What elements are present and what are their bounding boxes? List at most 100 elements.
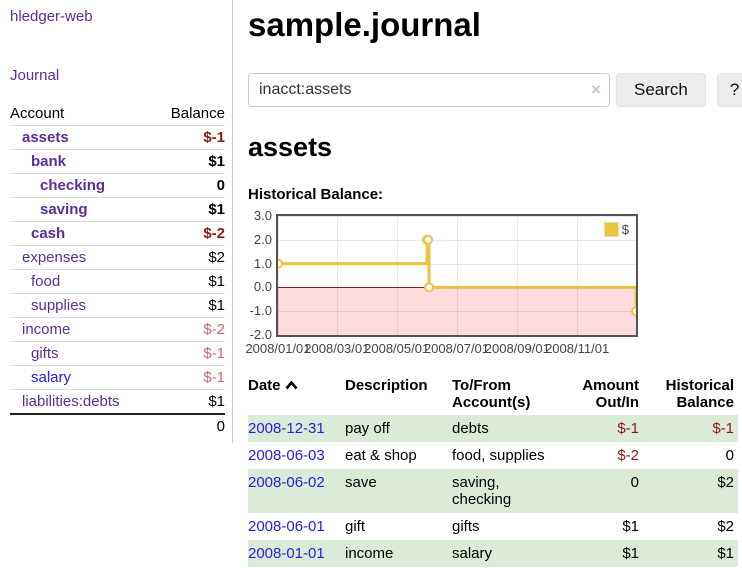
sort-ascending-icon <box>285 377 298 394</box>
sidebar-account-balance: 0 <box>216 177 225 194</box>
gridline <box>278 264 636 265</box>
legend-label: $ <box>621 222 629 237</box>
transaction-amount: 0 <box>555 469 643 513</box>
gridline <box>278 216 636 217</box>
gridline <box>278 335 636 336</box>
register-row: 2008-06-02 save saving, checking 0 $2 <box>248 469 738 513</box>
data-point-marker <box>424 282 435 293</box>
sidebar-account-balance: $2 <box>208 249 225 266</box>
transaction-balance: $2 <box>717 518 734 535</box>
account-heading: assets <box>248 132 333 162</box>
transaction-balance: $1 <box>643 540 738 567</box>
sidebar-account-balance: $-1 <box>203 129 225 146</box>
sidebar-account-link[interactable]: checking <box>40 177 106 194</box>
column-header-description: Description <box>345 377 428 394</box>
transaction-date-link[interactable]: 2008-06-01 <box>248 518 325 535</box>
app-title-link[interactable]: hledger-web <box>10 8 93 25</box>
sidebar-item-journal[interactable]: Journal <box>10 67 60 84</box>
gridline <box>457 216 458 335</box>
transaction-accounts: saving, checking <box>452 469 555 513</box>
sidebar-account-balance: $-1 <box>203 369 225 386</box>
transaction-accounts: debts <box>452 415 555 442</box>
transaction-date-link[interactable]: 2008-06-02 <box>248 474 325 491</box>
gridline <box>337 216 338 335</box>
transaction-date-link[interactable]: 2008-12-31 <box>248 420 325 437</box>
gridline <box>577 216 578 335</box>
sidebar-account-balance: $1 <box>208 393 225 410</box>
account-row: expenses $2 <box>10 245 225 270</box>
transaction-balance: $-1 <box>643 415 738 442</box>
register-row: 2008-06-03 eat & shop food, supplies $-2 0 <box>248 442 738 469</box>
column-header-amount: Amount Out/In <box>582 377 639 411</box>
account-row: liabilities:debts $1 <box>10 389 225 414</box>
sidebar-account-balance: $-2 <box>203 321 225 338</box>
gridline <box>397 216 398 335</box>
x-axis-tick-label: 2008/07/01 <box>423 341 490 356</box>
y-axis-tick-label: -1.0 <box>249 303 272 319</box>
transaction-accounts: food, supplies <box>452 447 545 464</box>
accounts-header-row: Account Balance <box>10 102 225 126</box>
register-row: 2008-12-31 pay off debts $-1 $-1 <box>248 415 738 442</box>
main-content: sample.journal × Search ? assets Histori… <box>245 0 742 567</box>
legend-swatch-icon <box>603 222 619 237</box>
register-header-row: Date Description To/From Account(s) Amou… <box>248 373 738 415</box>
transaction-amount: $-1 <box>555 415 643 442</box>
gridline <box>517 216 518 335</box>
sidebar-account-link[interactable]: bank <box>31 153 67 170</box>
sidebar-account-balance: $-2 <box>203 225 225 242</box>
sidebar-account-link[interactable]: income <box>22 321 71 338</box>
sidebar-account-link[interactable]: supplies <box>31 297 87 314</box>
search-input[interactable] <box>248 73 610 107</box>
sidebar-account-balance: $1 <box>208 153 225 170</box>
sidebar-account-balance: $1 <box>208 201 225 218</box>
y-axis-tick-label: 0.0 <box>253 279 272 295</box>
transaction-amount: $1 <box>555 540 643 567</box>
historical-balance-label: Historical Balance: <box>248 186 384 203</box>
sidebar: hledger-web Journal Account Balance asse… <box>0 0 233 443</box>
sidebar-account-link[interactable]: cash <box>31 225 66 242</box>
sidebar-account-link[interactable]: salary <box>31 369 72 386</box>
x-axis-tick-label: 2008/11/01 <box>545 341 610 356</box>
account-row: cash $-2 <box>10 221 225 246</box>
accounts-header-balance: Balance <box>170 105 225 122</box>
sidebar-account-link[interactable]: expenses <box>22 249 87 266</box>
gridline <box>278 240 636 241</box>
historical-balance-chart: $ 3.0 2.0 1.0 0.0 -1.0 -2.0 2008/01/01 2008/03/… <box>245 208 738 358</box>
account-row: gifts $-1 <box>10 341 225 366</box>
sidebar-account-link[interactable]: saving <box>40 201 88 218</box>
sidebar-account-link[interactable]: assets <box>22 129 69 146</box>
transaction-balance: $2 <box>643 469 738 513</box>
register-row: 2008-01-01 income salary $1 $1 <box>248 540 738 567</box>
data-point-marker <box>631 306 636 317</box>
column-header-accounts: To/From Account(s) <box>452 377 531 411</box>
account-row: checking 0 <box>10 173 225 198</box>
transaction-date-link[interactable]: 2008-06-03 <box>248 447 325 464</box>
clear-search-icon[interactable]: × <box>591 80 601 99</box>
accounts-total-row: 0 <box>10 413 225 438</box>
account-row: supplies $1 <box>10 293 225 318</box>
sidebar-account-link[interactable]: gifts <box>31 345 59 362</box>
y-axis-tick-label: 3.0 <box>253 208 272 223</box>
account-row: assets $-1 <box>10 125 225 150</box>
gridline <box>278 216 279 335</box>
sidebar-account-balance: $1 <box>208 297 225 314</box>
sidebar-account-link[interactable]: food <box>31 273 61 290</box>
sidebar-account-balance: $1 <box>208 273 225 290</box>
transaction-description: income <box>345 540 452 567</box>
data-point-marker <box>278 258 283 269</box>
data-point-marker <box>423 234 434 245</box>
help-button[interactable]: ? <box>716 73 742 107</box>
column-header-date[interactable]: Date <box>248 373 345 415</box>
transaction-accounts: gifts <box>452 518 480 535</box>
transaction-description: save <box>345 469 452 513</box>
transaction-date-link[interactable]: 2008-01-01 <box>248 545 325 562</box>
register-table: Date Description To/From Account(s) Amou… <box>248 373 738 567</box>
search-button[interactable]: Search <box>616 73 706 107</box>
transaction-amount: $-2 <box>617 447 639 464</box>
y-axis-tick-label: 2.0 <box>253 231 272 247</box>
register-row: 2008-06-01 gift gifts $1 $2 <box>248 513 738 540</box>
balance-line-series <box>278 234 636 317</box>
y-axis-tick-label: -2.0 <box>249 327 272 342</box>
sidebar-account-link[interactable]: liabilities:debts <box>22 393 120 410</box>
chart-legend: $ <box>600 220 632 239</box>
